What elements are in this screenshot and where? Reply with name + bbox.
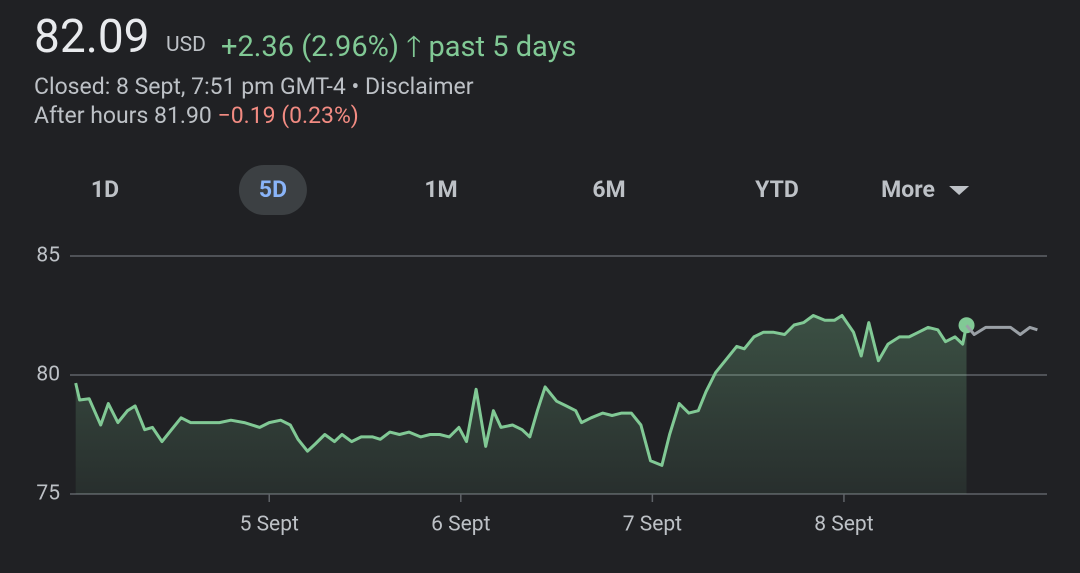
tab[interactable]: 1M <box>404 165 477 215</box>
tab[interactable]: More <box>861 165 989 215</box>
tab-label: 1M <box>424 176 458 203</box>
closed: Closed: 8 Sept, 7:51 pm GMT-4 <box>34 73 346 100</box>
tab-label: 1D <box>90 176 120 203</box>
dropdown-arrow <box>948 186 969 196</box>
price: 82.09 <box>34 10 150 64</box>
tab-label: YTD <box>755 176 799 203</box>
separator: • <box>351 73 360 100</box>
price-line <box>965 324 1038 336</box>
y-tick-label: 80 <box>36 363 60 387</box>
tab-label: 6M <box>592 176 626 203</box>
change-value: +2.36 (2.96%) <box>221 30 399 64</box>
closed-line: Closed: 8 Sept, 7:51 pm GMT-4 • Disclaim… <box>34 73 473 100</box>
x-tick-label: 7 Sept <box>623 513 682 537</box>
tab-label: More <box>881 176 935 203</box>
after-hours-line: After hours 81.90 −0.19 (0.23%) <box>34 102 359 129</box>
disclaimer[interactable]: Disclaimer <box>365 73 474 100</box>
after-hours: After hours 81.90 <box>34 102 212 129</box>
tab[interactable]: 6M <box>572 165 645 215</box>
after-hours-change: −0.19 (0.23%) <box>217 102 359 129</box>
x-tick-label: 6 Sept <box>431 513 490 537</box>
tab[interactable]: 5D <box>238 165 308 215</box>
currency: USD <box>166 33 206 57</box>
tab[interactable]: 1D <box>71 165 139 215</box>
period: past 5 days <box>428 30 577 64</box>
tab[interactable]: YTD <box>735 165 819 215</box>
change: +2.36 (2.96%) 🡑 past 5 days <box>221 26 576 75</box>
tab-label: 5D <box>258 176 288 203</box>
price-line <box>74 314 968 467</box>
up-arrow: 🡑 <box>406 30 422 64</box>
y-tick-label: 75 <box>36 482 60 506</box>
x-tick-label: 5 Sept <box>240 513 299 537</box>
area <box>75 315 967 494</box>
x-tick-label: 8 Sept <box>814 513 873 537</box>
y-tick-label: 85 <box>36 244 60 268</box>
